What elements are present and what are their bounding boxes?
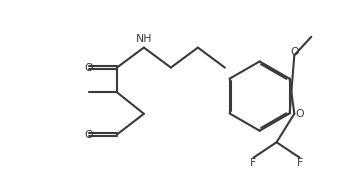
Text: O: O [85,129,93,140]
Text: O: O [295,109,304,119]
Text: O: O [290,47,299,57]
Text: NH: NH [136,34,152,44]
Text: O: O [85,63,93,73]
Text: F: F [297,158,303,168]
Text: F: F [250,158,257,168]
